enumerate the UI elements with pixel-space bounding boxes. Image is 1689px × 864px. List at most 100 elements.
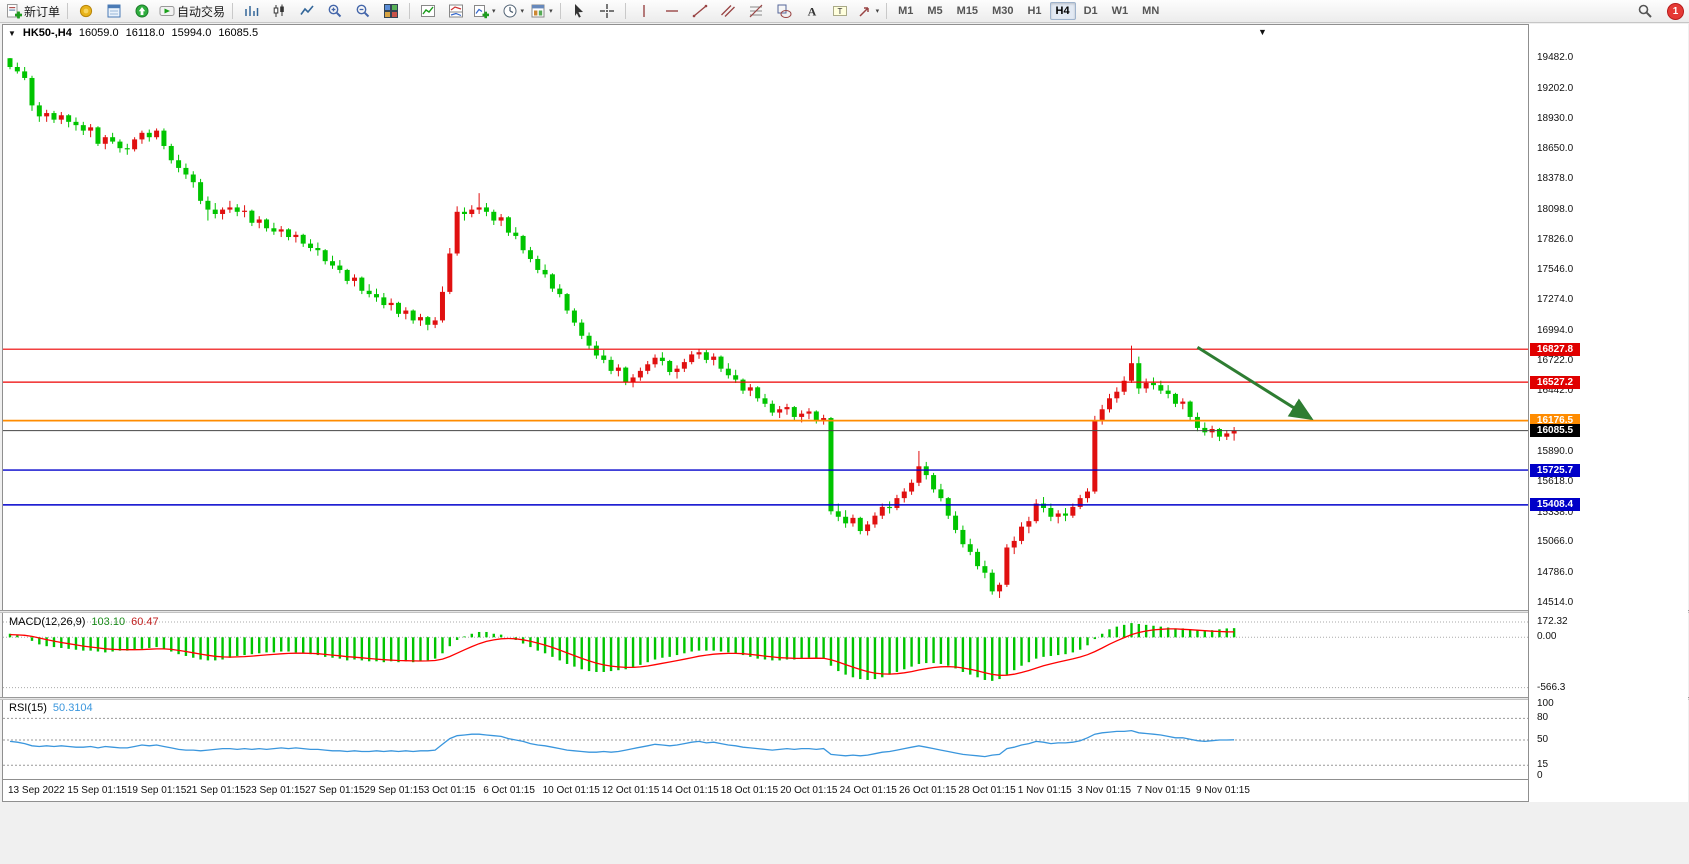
text-label-button[interactable]: T: [826, 0, 854, 22]
candle-body: [703, 352, 709, 360]
cursor-button[interactable]: [565, 0, 593, 22]
price-axis-label: 18650.0: [1537, 143, 1574, 155]
zoom-in-button[interactable]: [321, 0, 349, 22]
candle-body: [982, 566, 988, 573]
price-axis-label: 19482.0: [1537, 52, 1574, 63]
timeframe-button-m5[interactable]: M5: [927, 5, 943, 17]
notification-badge[interactable]: 1: [1667, 2, 1684, 20]
price-axis-label: 19202.0: [1537, 82, 1574, 94]
timeframe-button-d1[interactable]: D1: [1083, 5, 1098, 17]
fibonacci-button[interactable]: [742, 0, 770, 22]
time-axis[interactable]: 13 Sep 2022 15 Sep 01:15 19 Sep 01:15 21 Se…: [3, 779, 1528, 801]
trend-arrow-annotation[interactable]: [1196, 346, 1314, 421]
auto-trading-button[interactable]: 自动交易: [156, 0, 228, 22]
candle-body: [278, 229, 284, 232]
candle-body: [425, 317, 431, 325]
timeframe-button-m15[interactable]: M15: [956, 5, 979, 17]
timeframe-button-m1[interactable]: M1: [898, 5, 914, 17]
price-axis-label: 16442.0: [1537, 385, 1574, 397]
time-axis-label: 7 Nov 01:15: [1136, 785, 1191, 796]
timeframe-button-h1[interactable]: H1: [1027, 5, 1042, 17]
svg-text:T: T: [837, 7, 842, 16]
rsi-indicator-chart[interactable]: [3, 700, 1528, 779]
toolbar-right: 1: [1631, 0, 1686, 22]
shapes-icon: [776, 3, 792, 19]
candle-body: [586, 335, 592, 346]
price-axis-label: 17546.0: [1537, 264, 1574, 276]
alerts-button[interactable]: [72, 0, 100, 22]
crosshair-icon: [599, 3, 615, 19]
toolbar-separator: [886, 3, 888, 19]
bar-chart-button[interactable]: [237, 0, 265, 22]
candle-body: [1194, 416, 1200, 428]
zoom-in-icon: [327, 3, 343, 19]
data-window-button[interactable]: [100, 0, 128, 22]
line-chart-icon: [299, 3, 315, 19]
candle-body: [234, 207, 240, 212]
tile-windows-button[interactable]: [377, 0, 405, 22]
timeframe-button-mn[interactable]: MN: [1142, 5, 1160, 17]
line-chart-button[interactable]: [293, 0, 321, 22]
search-icon: [1637, 3, 1653, 19]
candle-body: [608, 359, 614, 371]
candle-body: [1114, 391, 1120, 399]
candle-body: [1026, 521, 1032, 527]
candlestick-button[interactable]: [265, 0, 293, 22]
templates-button[interactable]: ▾: [527, 0, 556, 22]
timeframe-button-w1[interactable]: W1: [1111, 5, 1129, 17]
candle-body: [909, 482, 915, 492]
zoom-out-button[interactable]: [349, 0, 377, 22]
new-order-button[interactable]: 新订单: [3, 0, 63, 22]
candle-body: [667, 360, 673, 372]
horizontal-line-button[interactable]: [658, 0, 686, 22]
candle-body: [718, 356, 724, 369]
macd-name: MACD(12,26,9): [9, 616, 86, 628]
candle-body: [689, 354, 695, 363]
panel-separator[interactable]: [0, 610, 1689, 613]
chart-symbol-label: HK50-,H4: [22, 27, 72, 39]
candle-body: [887, 506, 893, 509]
text-icon: A: [804, 3, 820, 19]
shapes-button[interactable]: [770, 0, 798, 22]
vertical-line-button[interactable]: [630, 0, 658, 22]
periods-button[interactable]: ▾: [499, 0, 528, 22]
chart-shift-marker[interactable]: ▼: [1258, 27, 1267, 37]
macd-indicator-chart[interactable]: [3, 613, 1528, 697]
search-button[interactable]: [1631, 0, 1659, 22]
main-price-chart[interactable]: [3, 40, 1528, 610]
crosshair-button[interactable]: [593, 0, 621, 22]
candle-body: [725, 368, 731, 376]
new-order-icon: [6, 3, 22, 19]
add-indicator-button[interactable]: ▾: [470, 0, 499, 22]
timeframe-button-m30[interactable]: M30: [992, 5, 1014, 17]
candle-body: [124, 148, 130, 150]
arrows-button[interactable]: ▾: [854, 0, 883, 22]
indicators-button[interactable]: [414, 0, 442, 22]
time-axis-label: 1 Nov 01:15: [1017, 785, 1072, 796]
text-button[interactable]: A: [798, 0, 826, 22]
candle-body: [791, 407, 797, 417]
candle-body: [1055, 513, 1061, 517]
price-axis[interactable]: 19482.0 19202.0 18930.0 18650.0 18378.0 18098…: [1528, 24, 1688, 802]
candle-body: [1004, 547, 1010, 585]
equidistant-channel-button[interactable]: [714, 0, 742, 22]
time-axis-label: 26 Oct 01:15: [899, 785, 957, 796]
indicator-windows-button[interactable]: [442, 0, 470, 22]
candle-body: [813, 411, 819, 421]
time-axis-label: 21 Sep 01:15: [186, 785, 246, 796]
candle-body: [483, 207, 489, 212]
panel-separator[interactable]: [0, 697, 1689, 700]
auto-trading-button-label: 自动交易: [177, 4, 226, 19]
candle-body: [139, 132, 145, 140]
trendline-button[interactable]: [686, 0, 714, 22]
price-axis-label: 16722.0: [1537, 354, 1574, 366]
candle-body: [579, 322, 585, 336]
candle-body: [843, 516, 849, 524]
alerts-icon: [78, 3, 94, 19]
candle-body: [395, 302, 401, 314]
one-click-trading-caret[interactable]: ▼: [8, 28, 16, 38]
price-badge: 16176.5: [1530, 414, 1580, 428]
timeframe-button-h4[interactable]: H4: [1049, 2, 1076, 20]
navigator-button[interactable]: [128, 0, 156, 22]
candle-body: [593, 345, 599, 356]
